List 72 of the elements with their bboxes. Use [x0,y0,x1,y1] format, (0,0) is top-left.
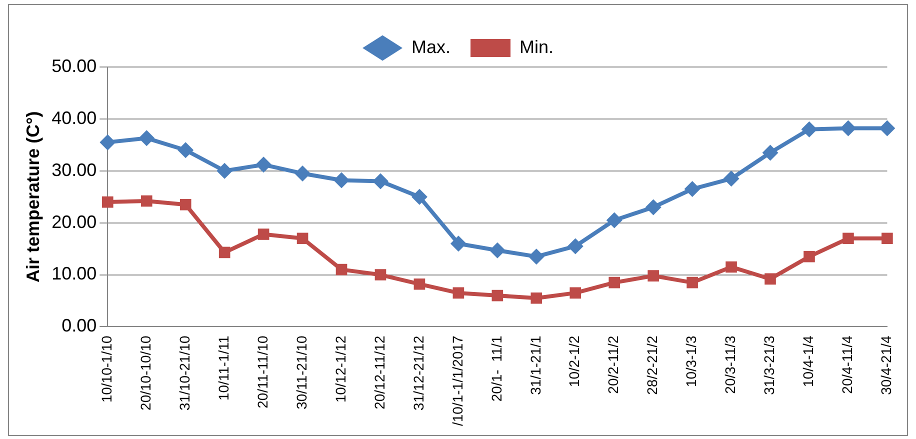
point [218,246,230,258]
x-tick-label: 20/3-11/3 [722,335,738,394]
point [294,165,311,182]
x-tick-label: 20/4-11/4 [839,335,856,394]
point [336,264,348,276]
point [648,270,659,282]
x-tick-label: 30/4-21/4 [878,336,894,395]
point [374,269,386,280]
point [726,261,737,273]
point [180,198,192,210]
point [372,173,388,190]
x-tick-label: 31/3-21/3 [761,336,778,395]
point [840,120,856,136]
x-tick-label: 28/2-21/2 [644,336,660,395]
x-tick-label: 10/4-1/4 [800,335,816,388]
x-tick-label: 30/11-21/10 [293,336,310,410]
x-tick-label: 20/12-11/12 [371,336,388,410]
x-tick-label: 20/1- 11/1 [488,336,504,402]
x-tick-label: 10/12-1/12 [332,336,348,403]
y-axis-title: Air temperature (C°) [22,111,43,282]
x-tick-label: /10/1-1/1/2017 [449,335,466,426]
x-tick-label: 31/12-21/12 [410,335,426,410]
x-tick-label: 20/11-11/10 [254,335,270,408]
x-tick-label: 20/2-11/2 [605,335,622,394]
point [256,156,272,173]
point [102,196,114,208]
point [140,195,152,207]
point [804,250,815,262]
y-tick-label: 40.00 [52,108,97,128]
x-tick-label: 10/11-1/11 [215,336,232,401]
point [414,278,426,290]
legend-label: Max. [411,36,451,57]
point [879,120,896,136]
point [645,199,662,216]
point [452,287,464,299]
point [723,170,740,187]
point [686,276,698,288]
point [411,188,428,205]
y-tick-label: 30.00 [52,160,97,180]
point [842,232,854,244]
point [567,238,584,254]
point [492,290,504,302]
point [216,162,233,179]
x-tick-label: 31/10-21/10 [176,335,192,410]
point [570,287,582,299]
point [530,292,542,304]
point [100,134,116,150]
point [882,232,893,244]
point [764,273,776,285]
point [801,121,818,138]
point [258,228,270,240]
y-tick-label: 10.00 [52,264,97,284]
legend-label: Min. [520,36,554,57]
point [296,232,308,244]
x-tick-label: 10/2-1/2 [566,335,582,388]
point [528,248,544,265]
point [762,144,778,161]
x-tick-label: 20/10-10/10 [137,335,154,410]
point [138,130,155,146]
point [334,172,350,188]
y-tick-label: 20.00 [52,212,97,232]
x-tick-label: 10/3-1/3 [683,335,700,388]
y-tick-label: 0.00 [62,316,97,336]
x-tick-label: 10/10-1/10 [98,336,115,403]
point [684,181,700,198]
point [606,212,622,228]
x-tick-label: 31/1-21/1 [527,336,544,395]
point [450,236,466,252]
point [489,242,506,258]
point [608,276,620,288]
y-tick-label: 50.00 [52,56,97,76]
point [178,142,194,158]
